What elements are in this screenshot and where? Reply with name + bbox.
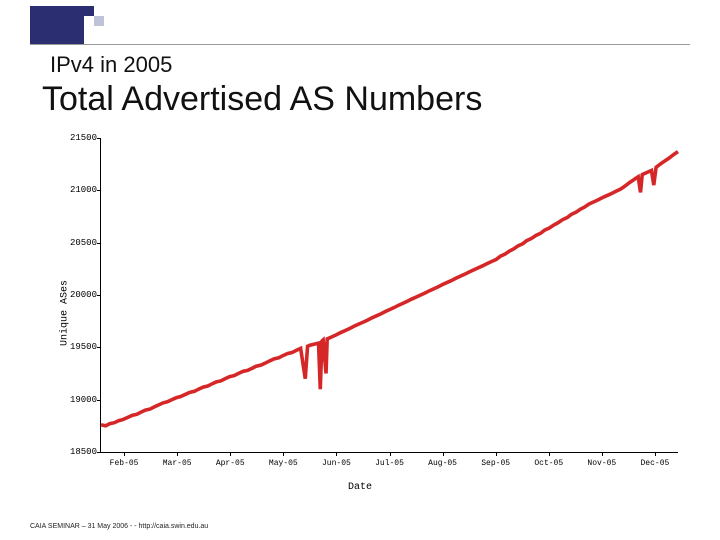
- xtick-label: Feb-05: [110, 459, 139, 468]
- data-line: [101, 152, 678, 426]
- xtick-label: Nov-05: [587, 459, 616, 468]
- ytick-mark: [97, 452, 101, 453]
- ytick-mark: [97, 243, 101, 244]
- xtick-mark: [390, 452, 391, 456]
- plot-region: 18500190001950020000205002100021500Feb-0…: [100, 138, 678, 453]
- ytick-mark: [97, 400, 101, 401]
- xtick-label: Sep-05: [481, 459, 510, 468]
- slide-title: Total Advertised AS Numbers: [42, 80, 482, 119]
- ytick-label: 20000: [59, 290, 97, 300]
- ytick-mark: [97, 295, 101, 296]
- accent-bar: [30, 6, 84, 44]
- chart-line-svg: [101, 138, 678, 452]
- slide-subtitle: IPv4 in 2005: [50, 52, 172, 78]
- ytick-label: 21000: [59, 185, 97, 195]
- ytick-mark: [97, 138, 101, 139]
- xtick-label: Jun-05: [322, 459, 351, 468]
- slide-footer: CAIA SEMINAR – 31 May 2006 - - http://ca…: [30, 523, 208, 530]
- accent-square-b: [94, 16, 104, 26]
- ytick-mark: [97, 347, 101, 348]
- xtick-mark: [177, 452, 178, 456]
- xtick-mark: [283, 452, 284, 456]
- xtick-label: Apr-05: [216, 459, 245, 468]
- xtick-label: Oct-05: [534, 459, 563, 468]
- xtick-label: Jul-05: [375, 459, 404, 468]
- xtick-mark: [443, 452, 444, 456]
- xtick-mark: [602, 452, 603, 456]
- xtick-label: Dec-05: [641, 459, 670, 468]
- xtick-mark: [496, 452, 497, 456]
- xtick-mark: [336, 452, 337, 456]
- accent-rule: [30, 44, 690, 45]
- xtick-label: Aug-05: [428, 459, 457, 468]
- x-axis-label: Date: [348, 482, 372, 493]
- ytick-label: 18500: [59, 447, 97, 457]
- xtick-label: Mar-05: [163, 459, 192, 468]
- accent-square-a: [84, 6, 94, 16]
- chart-area: Unique ASes Date 18500190001950020000205…: [30, 130, 690, 495]
- xtick-mark: [230, 452, 231, 456]
- xtick-mark: [549, 452, 550, 456]
- xtick-mark: [655, 452, 656, 456]
- ytick-label: 20500: [59, 238, 97, 248]
- ytick-label: 21500: [59, 133, 97, 143]
- xtick-label: May-05: [269, 459, 298, 468]
- ytick-mark: [97, 190, 101, 191]
- ytick-label: 19500: [59, 342, 97, 352]
- xtick-mark: [124, 452, 125, 456]
- ytick-label: 19000: [59, 395, 97, 405]
